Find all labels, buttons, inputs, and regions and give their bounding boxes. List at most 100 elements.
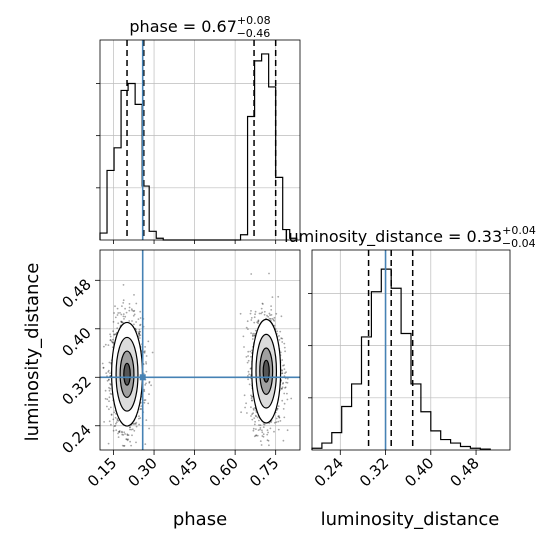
- joint-scatter-point: [106, 398, 109, 401]
- joint-scatter-point: [117, 431, 120, 433]
- joint-scatter-point: [112, 321, 115, 323]
- joint-scatter-point: [108, 386, 110, 389]
- joint-scatter-point: [279, 351, 282, 354]
- joint-scatter-point: [252, 427, 255, 430]
- joint-scatter-point: [283, 402, 286, 405]
- joint-scatter-point: [285, 371, 287, 373]
- joint-scatter-point: [109, 387, 112, 390]
- joint-scatter-point: [148, 427, 151, 430]
- joint-scatter-point: [115, 422, 117, 425]
- joint-scatter-point: [107, 378, 110, 381]
- joint-scatter-point: [252, 332, 255, 335]
- joint-scatter-point: [270, 309, 273, 311]
- joint-scatter-point: [102, 367, 105, 369]
- joint-scatter-point: [281, 372, 284, 374]
- joint-scatter-point: [277, 428, 280, 431]
- joint-scatter-point: [254, 420, 256, 423]
- joint-scatter-point: [286, 429, 289, 432]
- joint-scatter-point: [129, 428, 131, 431]
- joint-scatter-point: [258, 419, 260, 422]
- joint-xtick-label: 0.45: [165, 454, 201, 490]
- joint-scatter-point: [143, 388, 146, 391]
- ld-histogram-frame: [311, 249, 511, 451]
- joint-scatter-point: [144, 384, 147, 386]
- joint-scatter-point: [138, 332, 141, 335]
- joint-scatter-point: [138, 337, 141, 339]
- joint-scatter-point: [277, 420, 280, 423]
- joint-scatter-point: [266, 433, 269, 436]
- joint-scatter-point: [135, 425, 138, 428]
- ld-xtick-label: 0.40: [401, 454, 437, 490]
- joint-scatter-point: [118, 431, 121, 433]
- joint-scatter-point: [101, 362, 104, 365]
- joint-scatter-point: [145, 382, 147, 385]
- joint-scatter-point: [254, 310, 257, 313]
- joint-scatter-point: [145, 370, 148, 373]
- joint-scatter-point: [251, 399, 253, 402]
- joint-scatter-point: [243, 346, 245, 348]
- joint-scatter-point: [112, 330, 114, 333]
- joint-scatter-point: [251, 395, 253, 398]
- joint-scatter-point: [263, 423, 266, 426]
- joint-scatter-point: [250, 273, 253, 275]
- joint-scatter-point: [134, 422, 136, 425]
- joint-scatter-point: [113, 333, 116, 336]
- joint-scatter-point: [268, 272, 270, 275]
- joint-scatter-point: [283, 416, 286, 419]
- joint-scatter-point: [124, 433, 126, 435]
- joint-scatter-point: [128, 320, 131, 322]
- joint-scatter-point: [260, 307, 263, 310]
- joint-scatter-point: [284, 350, 286, 353]
- joint-scatter-point: [135, 421, 138, 424]
- joint-scatter-point: [278, 339, 281, 341]
- joint-scatter-point: [284, 387, 286, 389]
- joint-scatter-point: [250, 317, 253, 319]
- joint-scatter-point: [118, 430, 121, 432]
- joint-scatter-point: [252, 407, 255, 410]
- joint-scatter-point: [138, 423, 141, 426]
- joint-scatter-point: [109, 406, 112, 409]
- joint-scatter-point: [140, 405, 143, 407]
- joint-scatter-point: [281, 386, 284, 389]
- joint-scatter-point: [110, 414, 113, 416]
- joint-scatter-point: [246, 412, 248, 414]
- joint-scatter-point: [255, 434, 257, 437]
- joint-scatter-point: [283, 392, 286, 395]
- joint-scatter-point: [255, 434, 258, 437]
- joint-scatter-point: [258, 424, 260, 426]
- joint-scatter-point: [129, 440, 132, 443]
- joint-scatter-point: [143, 399, 146, 402]
- joint-scatter-point: [286, 398, 289, 401]
- joint-scatter-point: [278, 415, 280, 417]
- joint-scatter-point: [135, 441, 137, 444]
- joint-scatter-point: [257, 322, 259, 325]
- joint-scatter-point: [270, 421, 272, 424]
- joint-scatter-point: [259, 440, 262, 442]
- joint-scatter-point: [129, 426, 131, 428]
- joint-scatter-point: [115, 429, 118, 432]
- joint-scatter-point: [128, 309, 131, 312]
- joint-scatter-point: [138, 333, 140, 336]
- joint-scatter-point: [257, 429, 260, 431]
- joint-scatter-point: [131, 309, 134, 312]
- joint-scatter-point: [134, 423, 137, 425]
- joint-scatter-point: [275, 312, 278, 315]
- joint-scatter-point: [135, 302, 138, 305]
- joint-scatter-point: [269, 427, 272, 430]
- joint-scatter-point: [240, 411, 243, 414]
- joint-scatter-point: [279, 330, 282, 333]
- joint-scatter-point: [125, 311, 128, 314]
- joint-scatter-point: [130, 428, 133, 431]
- joint-scatter-point: [118, 431, 121, 433]
- joint-scatter-point: [247, 378, 250, 381]
- joint-scatter-point: [133, 313, 136, 316]
- joint-scatter-point: [104, 389, 107, 392]
- joint-scatter-point: [132, 310, 135, 313]
- joint-scatter-point: [251, 418, 254, 421]
- joint-scatter-point: [120, 313, 123, 316]
- joint-scatter-point: [277, 295, 280, 298]
- joint-scatter-point: [250, 397, 253, 400]
- joint-scatter-point: [113, 312, 115, 314]
- joint-scatter-point: [268, 312, 271, 315]
- joint-scatter-point: [284, 372, 286, 375]
